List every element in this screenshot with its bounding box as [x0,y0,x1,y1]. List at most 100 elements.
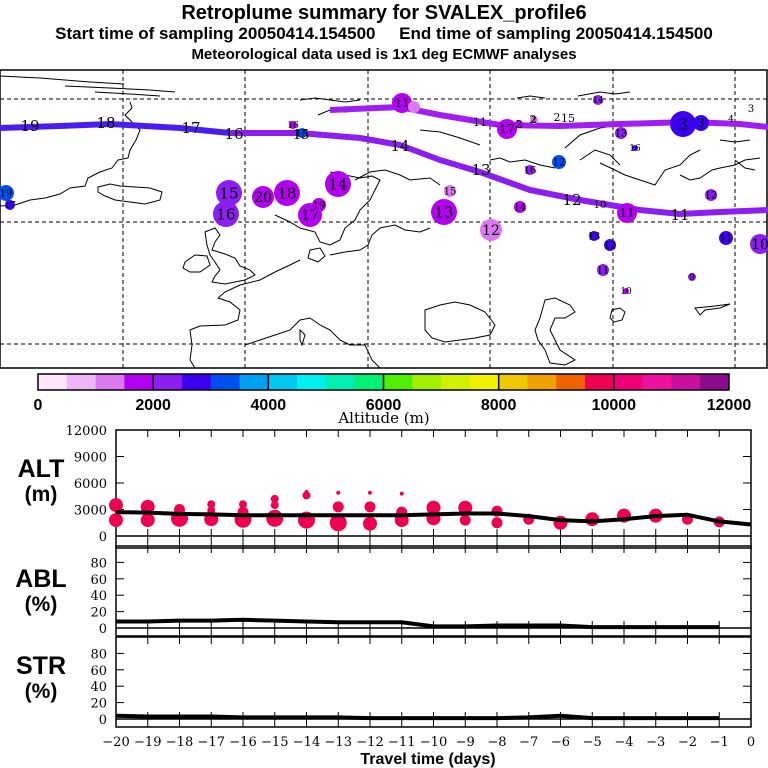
plume-bubble [615,127,627,139]
trajectory-day-label: 4 [728,115,734,125]
plume-bubble [693,115,709,131]
y-tick-label: 6000 [74,477,107,492]
trajectory-day-label: 15 [293,128,310,143]
x-tick-label: −14 [293,735,320,750]
plume-bubble-label: 15 [219,184,238,202]
altitude-point [140,499,155,514]
plume-bubble-label: 16 [524,166,537,177]
altitude-point [207,500,216,509]
plume-bubble-label: 11 [720,234,733,245]
plume-bubble [623,288,629,294]
trajectory-day-label: 14 [390,137,409,155]
alt-panel-series-line [115,510,752,527]
colorbar-swatch [153,374,183,390]
plume-bubble [515,120,523,128]
colorbar-swatch [671,374,701,390]
colorbar-swatch [412,374,442,390]
plume-bubble-label: 17 [4,201,16,211]
x-tick-label: −3 [646,735,665,750]
y-tick-label: 40 [90,589,107,604]
plume-bubble [589,231,599,241]
y-tick-label: 20 [90,697,107,712]
plume-bubble-label: 16 [287,121,299,131]
plume-bubble-label: 2 [531,116,537,126]
x-tick-label: −12 [356,735,383,750]
plume-bubble-label: 2 [516,118,523,131]
coast-mediterranean [244,317,381,369]
sampling-times: Start time of sampling 20050414.154500 E… [55,24,713,43]
plume-bubble [632,145,638,151]
plume-bubble-label: 15 [296,129,309,140]
plume-bubble-label: 14 [592,96,604,106]
plume-bubble [297,128,307,138]
trajectory-day-label: 17 [181,119,200,137]
plume-bubble [604,239,616,251]
x-tick-label: −13 [325,735,352,750]
y-tick-label: 0 [99,622,107,637]
y-tick-label: 0 [99,713,107,728]
y-tick-label: 60 [90,664,107,679]
colorbar-swatch [441,374,471,390]
altitude-point [332,501,344,513]
altitude-point [336,490,341,495]
x-tick-label: −10 [420,735,447,750]
colorbar-swatch [325,374,356,390]
plume-bubble [514,201,526,213]
plume-bubble-label: 11 [619,206,634,220]
plume-bubble-label: 14 [514,203,527,214]
altitude-colorbar: 0 2000 4000 6000 8000 10000 12000 [34,373,751,414]
alt-panel: 0 3000 6000 9000 12000 [66,424,752,549]
altitude-point [270,494,279,503]
colorbar-swatch [181,374,212,390]
colorbar-swatch [210,374,241,390]
y-tick-label: 3000 [74,504,107,519]
plume-bubble-label: 15 [444,187,457,198]
altitude-point [368,490,372,495]
plume-bubble [530,116,538,124]
colorbar-tick-label: 2000 [135,397,171,414]
colorbar-swatch [124,374,154,390]
trajectory-day-label: 16 [224,125,243,143]
plume-bubble [525,165,535,175]
x-tick-label: −8 [487,735,506,750]
altitude-point [109,513,123,528]
colorbar-swatch [556,374,586,390]
x-tick-label: −20 [102,735,129,750]
trajectory-day-label: 11 [473,116,487,129]
trajectory-day-label: 15 [561,112,575,125]
plume-bubble-label: 17 [301,208,319,224]
trajectory-south-violet [230,130,768,217]
coast-ireland [182,254,211,273]
altitude-point [266,509,284,527]
coast-western-europe [189,259,301,369]
plume-bubble-label: 13 [588,232,601,243]
altitude-point [458,500,473,515]
coast-scandinavia [274,171,381,263]
plume-bubble [289,121,297,129]
chart-title: Retroplume summary for SVALEX_profile6 [181,2,587,24]
plume-bubble [750,234,768,254]
altitude-point [239,500,247,509]
plume-bubble-label: 18 [277,184,296,202]
plume-bubble-label: 10 [620,287,632,297]
trajectory-day-label: 2 [530,113,537,126]
altitude-point [363,516,377,531]
x-tick-label: −6 [551,735,570,750]
plume-bubble-label: 12 [705,191,718,202]
colorbar-swatch [585,374,615,390]
trajectory-day-label: 12 [562,191,581,209]
colorbar-swatch [498,374,528,390]
plume-bubble-label: 3 [697,116,705,130]
colorbar-swatch [383,374,413,390]
x-tick-label: −16 [229,735,256,750]
plume-bubble-label: 11 [597,266,610,277]
colorbar-tick-label: 4000 [251,397,287,414]
trajectory-day-label: 11 [670,206,689,224]
coast-black-sea [424,301,496,343]
coast-aral [609,307,626,323]
colorbar-swatch [268,374,298,390]
plume-bubble [480,219,502,241]
